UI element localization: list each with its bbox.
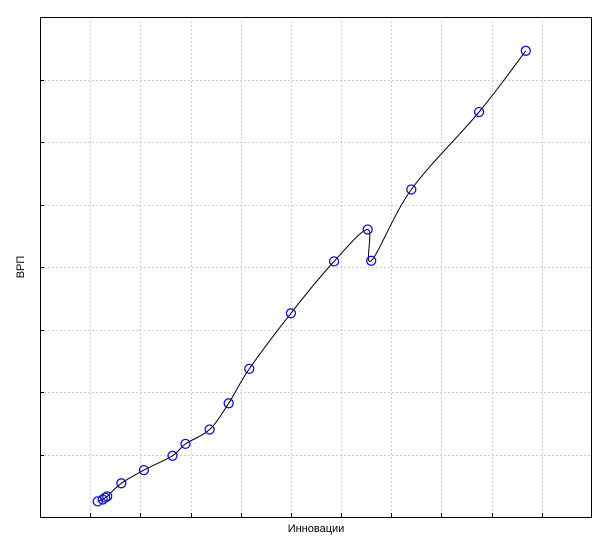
data-point (244, 363, 255, 375)
data-point (285, 308, 297, 319)
data-point (406, 184, 417, 195)
data-point (102, 491, 113, 502)
data-point (366, 255, 377, 266)
y-axis-title: ВРП (15, 256, 27, 279)
data-points (92, 45, 531, 507)
data-point (473, 106, 485, 118)
data-point (204, 424, 215, 435)
data-point (138, 464, 150, 476)
data-point (167, 450, 178, 461)
data-point (100, 492, 111, 503)
series-line (97, 50, 527, 502)
axis-ticks (40, 80, 543, 517)
data-point (328, 256, 340, 267)
data-point (180, 438, 191, 450)
data-point (362, 224, 373, 235)
x-axis-title: Инновации (288, 523, 345, 535)
data-point (520, 45, 531, 56)
grid (40, 17, 592, 517)
data-point (116, 478, 127, 489)
data-point (223, 398, 234, 409)
